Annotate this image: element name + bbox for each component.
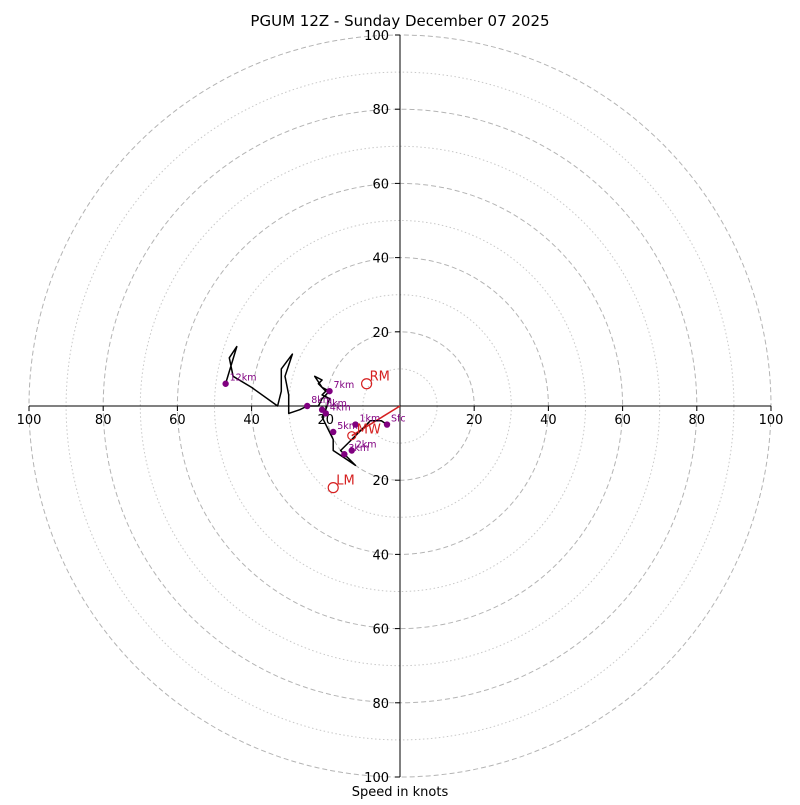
storm-motion-label: RM xyxy=(370,370,390,385)
y-tick-label: 20 xyxy=(372,474,389,489)
x-tick-label: 40 xyxy=(540,413,557,428)
x-tick-label: 60 xyxy=(169,413,186,428)
chart-title: PGUM 12Z - Sunday December 07 2025 xyxy=(250,12,549,30)
height-marker-label: Sfc xyxy=(391,414,406,425)
y-tick-label: 60 xyxy=(372,623,389,638)
x-tick-label: 100 xyxy=(17,413,42,428)
height-marker-label: 1km xyxy=(359,414,380,425)
mean-wind-label: MW xyxy=(357,423,381,438)
y-tick-label: 60 xyxy=(372,177,389,192)
hodograph-trace xyxy=(224,345,388,467)
mean-wind-marker xyxy=(347,431,357,441)
height-marker-label: 7km xyxy=(334,380,355,391)
height-marker-label: 4km xyxy=(330,402,351,413)
height-marker-dot xyxy=(304,402,311,410)
x-tick-label: 100 xyxy=(759,413,784,428)
height-marker-label: 12km xyxy=(230,373,257,384)
y-tick-label: 40 xyxy=(372,252,389,267)
storm-motion-marker xyxy=(327,482,339,494)
height-marker-label: 5km xyxy=(337,421,358,432)
height-marker-dot xyxy=(383,421,391,428)
height-marker-label: 6km xyxy=(326,399,347,410)
y-tick-label: 40 xyxy=(372,548,389,563)
y-tick-label: 80 xyxy=(372,697,389,712)
x-tick-label: 80 xyxy=(689,413,706,428)
x-tick-label: 60 xyxy=(614,413,631,428)
y-tick-label: 20 xyxy=(372,326,389,341)
x-axis-label: Speed in knots xyxy=(352,785,449,800)
storm-motion-marker xyxy=(361,378,373,390)
height-marker-label: 3km xyxy=(348,443,369,454)
height-marker-label: 8km xyxy=(311,395,332,406)
height-marker-dot xyxy=(341,451,348,458)
x-tick-label: 40 xyxy=(243,413,260,428)
height-marker-dot xyxy=(330,428,337,436)
storm-motion-label: LM xyxy=(336,474,354,489)
height-marker-dot xyxy=(348,447,355,454)
y-tick-label: 100 xyxy=(364,771,389,786)
height-marker-dot xyxy=(352,421,359,428)
height-marker-label: 2km xyxy=(356,440,377,451)
y-tick-label: 80 xyxy=(372,103,389,118)
axis-ticks: 2020202040404040606060608080808010010010… xyxy=(17,29,784,786)
x-tick-label: 80 xyxy=(95,413,112,428)
y-tick-label: 100 xyxy=(364,29,389,44)
height-marker-dot xyxy=(318,406,326,413)
height-marker-dot xyxy=(222,380,229,387)
x-tick-label: 20 xyxy=(466,413,483,428)
height-marker-dot xyxy=(326,387,333,395)
